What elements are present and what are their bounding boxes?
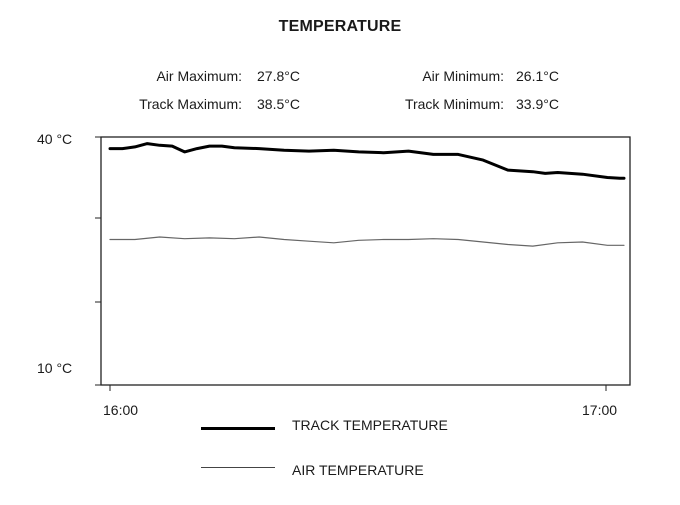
x-tick-label-start: 16:00 [103, 402, 139, 418]
legend-air-swatch [201, 467, 275, 468]
track-max-value: 38.5°C [257, 96, 300, 112]
air-max-value: 27.8°C [257, 68, 300, 84]
x-tick-label-end: 17:00 [582, 402, 618, 418]
y-tick-label-bottom: 10 °C [37, 360, 73, 376]
track-min-value: 33.9°C [516, 96, 559, 112]
track-max-label: Track Maximum: [139, 96, 242, 112]
track-temperature-line [108, 142, 626, 180]
air-temperature-line [109, 236, 625, 247]
legend-air-label: AIR TEMPERATURE [292, 462, 424, 478]
chart-title: TEMPERATURE [278, 18, 402, 35]
air-min-label: Air Minimum: [422, 68, 504, 84]
track-min-label: Track Minimum: [404, 96, 504, 112]
plot-frame [100, 136, 631, 386]
air-max-label: Air Maximum: [156, 68, 242, 84]
y-tick-label-top: 40 °C [37, 131, 73, 147]
air-min-value: 26.1°C [516, 68, 559, 84]
legend-track-swatch [201, 427, 275, 430]
legend-track-label: TRACK TEMPERATURE [292, 417, 448, 433]
